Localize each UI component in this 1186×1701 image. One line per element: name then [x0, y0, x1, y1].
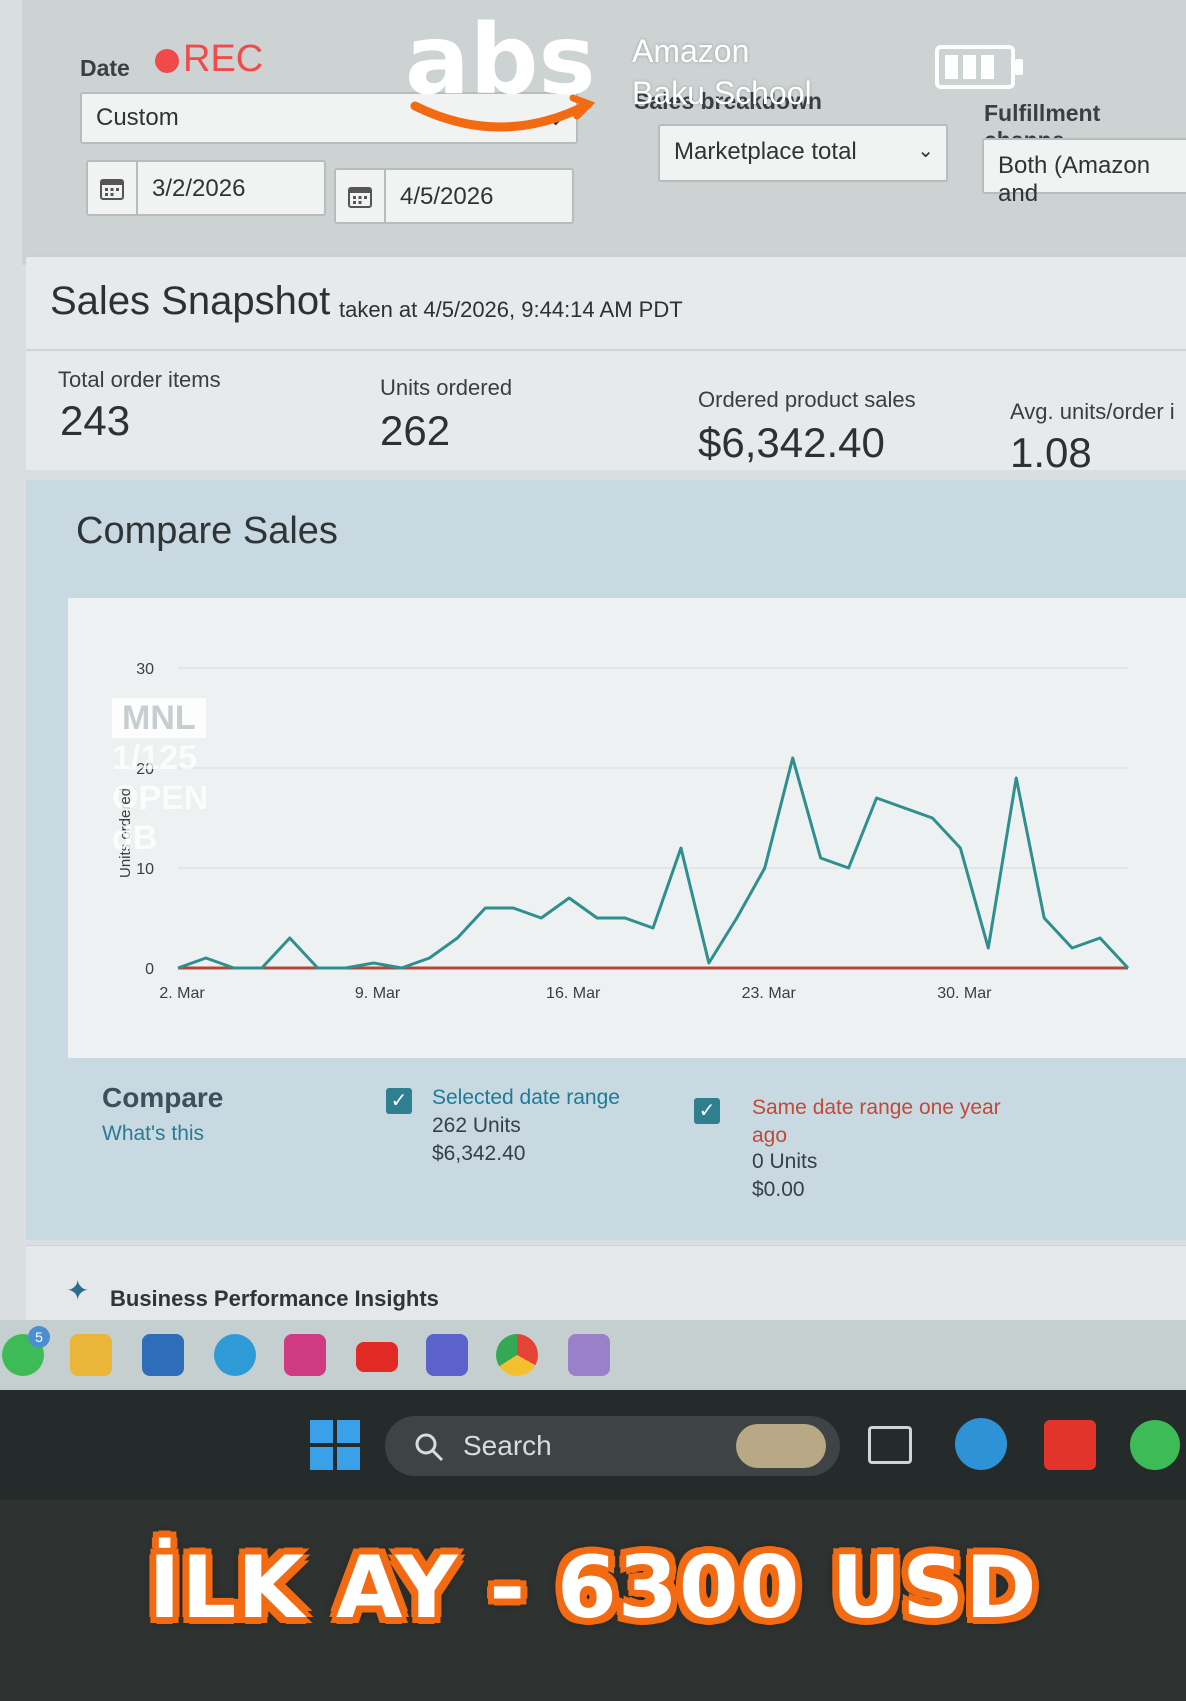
taskbar: Search [0, 1390, 1186, 1500]
snapshot-title: Sales Snapshot [50, 279, 331, 323]
chevron-down-icon: ⌄ [917, 140, 934, 162]
camera-mode: MNL [112, 698, 206, 738]
compare-heading: Compare [102, 1082, 224, 1113]
legend-name: Selected date range [432, 1086, 620, 1109]
sales-snapshot: Sales Snapshot taken at 4/5/2026, 9:44:1… [26, 255, 1186, 476]
sales-breakdown-label: Sales breakdown [634, 88, 822, 114]
chart-card: 0 10 20 30 Units ordered 2. Mar 9. Mar 16. Mar 2… [68, 598, 1186, 1058]
end-date-field[interactable]: 4/5/2026 [334, 168, 574, 224]
whatsapp-icon[interactable]: 5 [2, 1326, 50, 1376]
windows-start-icon[interactable] [308, 1418, 362, 1472]
calendar-icon[interactable] [336, 170, 386, 222]
legend-units: 262 Units [432, 1114, 521, 1137]
y-tick-label: 30 [136, 661, 154, 678]
anydesk-icon[interactable] [1044, 1420, 1096, 1470]
camera-shutter: 1/125 [112, 739, 198, 777]
y-tick-label: 0 [145, 961, 154, 978]
brand-line-2: Baku School [632, 75, 812, 111]
task-view-icon[interactable] [868, 1426, 912, 1464]
metric-value: 243 [60, 397, 131, 444]
date-preset-select[interactable]: Custom ⌄ [80, 92, 578, 144]
camera-aperture: OPEN [112, 779, 209, 817]
metric-value: $6,342.40 [698, 419, 885, 466]
screen: Date Custom ⌄ 3/2/2026 4/5/2026 Sales br… [0, 0, 1186, 1500]
x-tick-label: 16. Mar [546, 985, 601, 1002]
battery-icon [935, 45, 1023, 89]
file-explorer-icon[interactable] [70, 1334, 112, 1376]
search-icon [415, 1433, 444, 1462]
date-label: Date [80, 55, 130, 81]
whats-this-link[interactable]: What's this [102, 1122, 205, 1145]
youtube-icon[interactable] [356, 1342, 398, 1372]
taskbar-search[interactable]: Search [385, 1416, 840, 1476]
y-tick-label: 10 [136, 861, 154, 878]
x-tick-label: 30. Mar [937, 985, 992, 1002]
abs-logo: abs [405, 8, 596, 132]
edge-icon[interactable] [214, 1334, 256, 1376]
instagram-icon[interactable] [284, 1334, 326, 1376]
pinned-apps-row: 5 [0, 1320, 1186, 1390]
record-dot-icon [155, 48, 179, 73]
x-tick-label: 23. Mar [742, 985, 797, 1002]
prior-year-checkbox[interactable]: ✓ [694, 1098, 720, 1124]
start-date-field[interactable]: 3/2/2026 [86, 160, 326, 216]
date-preset-value: Custom [96, 104, 179, 131]
sales-breakdown-select[interactable]: Marketplace total ⌄ [658, 124, 948, 182]
fulfillment-select[interactable]: Both (Amazon and [982, 138, 1186, 207]
legend-name: Same date range one year ago [752, 1096, 1001, 1147]
snipping-tool-icon[interactable] [568, 1334, 610, 1376]
brand-line-1: Amazon [632, 33, 750, 69]
edge-icon[interactable] [955, 1418, 1007, 1470]
y-axis-label: Units ordered [117, 788, 134, 878]
metric-label: Units ordered [380, 375, 513, 400]
filter-bar: Date Custom ⌄ 3/2/2026 4/5/2026 Sales br… [22, 0, 1186, 265]
logo-text: abs [405, 8, 596, 116]
business-insights[interactable]: ✦ Business Performance Insights [26, 1245, 1186, 1320]
x-tick-label: 9. Mar [355, 985, 401, 1002]
compare-sales-panel: Compare Sales 0 10 20 30 Units ordered 2. Mar… [26, 480, 1186, 1240]
sparkle-icon: ✦ [66, 1275, 90, 1306]
compare-legend: Compare What's this ✓ Selected date rang… [26, 1080, 1186, 1240]
start-date-value: 3/2/2026 [152, 175, 246, 202]
x-tick-label: 2. Mar [159, 985, 205, 1002]
end-date-value: 4/5/2026 [400, 183, 494, 210]
divider [26, 349, 1186, 351]
legend-sales: $0.00 [752, 1178, 805, 1201]
y-tick-label: 20 [136, 761, 154, 778]
metric-value: 262 [380, 407, 451, 454]
store-icon[interactable] [142, 1334, 184, 1376]
notification-badge: 5 [28, 1326, 50, 1348]
rec-label: REC [183, 38, 264, 80]
compare-sales-title: Compare Sales [76, 510, 338, 552]
teams-icon[interactable] [426, 1334, 468, 1376]
snapshot-timestamp: taken at 4/5/2026, 9:44:14 AM PDT [339, 297, 683, 322]
units-ordered-chart: 0 10 20 30 Units ordered 2. Mar 9. Mar 16. Mar 2… [117, 661, 1130, 1002]
series-line [177, 756, 1130, 970]
widgets-icon[interactable] [736, 1424, 826, 1468]
metric-label: Total order items [58, 367, 221, 392]
chrome-icon[interactable] [496, 1334, 538, 1376]
video-caption: İLK AY - 6300 USD [0, 1500, 1186, 1701]
whatsapp-icon[interactable] [1130, 1420, 1180, 1470]
camera-info-overlay: MNL 1/125 OPEN dB [112, 698, 208, 858]
selected-range-checkbox[interactable]: ✓ [386, 1088, 412, 1114]
fulfillment-value: Both (Amazon and [998, 152, 1151, 207]
camera-level: dB [112, 819, 158, 857]
legend-sales: $6,342.40 [432, 1142, 526, 1165]
metric-label: Avg. units/order i [1010, 399, 1175, 424]
insights-title: Business Performance Insights [110, 1286, 439, 1311]
caption-text: İLK AY - 6300 USD [148, 1538, 1038, 1638]
recording-indicator: REC [155, 38, 263, 81]
sales-breakdown-value: Marketplace total [674, 138, 857, 165]
metric-label: Ordered product sales [698, 387, 916, 412]
metric-value: 1.08 [1010, 429, 1092, 476]
calendar-icon[interactable] [88, 162, 138, 214]
brand-text: Amazon Baku School [632, 30, 812, 114]
legend-units: 0 Units [752, 1150, 818, 1173]
search-placeholder: Search [463, 1430, 552, 1461]
